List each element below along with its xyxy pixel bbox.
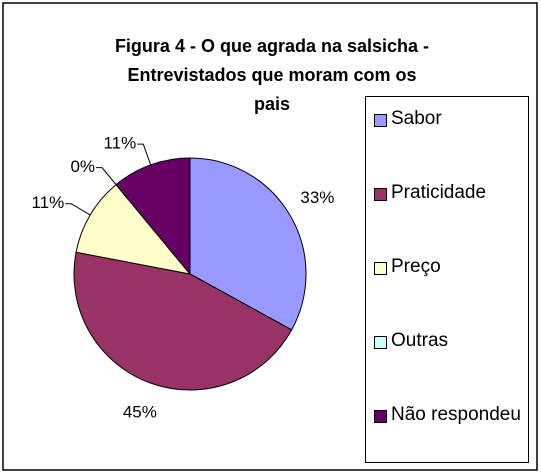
legend-label: Não respondeu [391, 404, 521, 425]
legend-label: Praticidade [391, 182, 487, 203]
data-label: 33% [300, 188, 334, 207]
pie-slice [75, 183, 192, 275]
pie-slice [73, 251, 293, 391]
data-label: 45% [123, 403, 157, 422]
data-label: 11% [31, 193, 64, 212]
data-label: 0% [70, 157, 95, 176]
chart-title: Entrevistados que moram com os [127, 65, 416, 85]
leader-line [96, 167, 117, 185]
pie-slice [189, 157, 307, 331]
data-label: 11% [103, 134, 136, 153]
legend-swatch [374, 114, 387, 127]
chart-title: Figura 4 - O que agrada na salsicha - [115, 36, 429, 56]
chart-title: pais [254, 94, 290, 114]
leader-line [137, 143, 152, 166]
leader-line [65, 203, 91, 216]
legend-swatch [374, 188, 387, 201]
legend: Sabor Praticidade Preço Outras Não respondeu [365, 96, 529, 463]
legend-swatch [374, 262, 387, 275]
legend-label: Preço [391, 256, 441, 277]
legend-label: Outras [391, 330, 449, 351]
legend-swatch [374, 410, 387, 423]
legend-swatch [374, 336, 387, 349]
legend-label: Sabor [391, 108, 442, 129]
pie-slice [115, 157, 191, 276]
